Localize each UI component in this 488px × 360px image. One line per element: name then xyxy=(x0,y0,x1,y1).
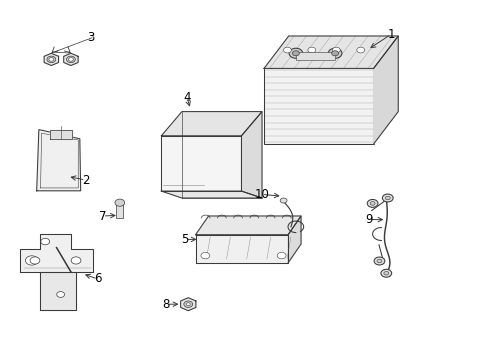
Circle shape xyxy=(49,58,54,61)
Circle shape xyxy=(332,47,340,53)
Polygon shape xyxy=(180,298,196,311)
Circle shape xyxy=(383,271,388,275)
Circle shape xyxy=(47,56,56,63)
Polygon shape xyxy=(63,53,78,66)
Circle shape xyxy=(356,47,364,53)
Polygon shape xyxy=(287,216,301,263)
Text: 9: 9 xyxy=(365,213,372,226)
Circle shape xyxy=(292,51,299,56)
Circle shape xyxy=(385,196,389,200)
Polygon shape xyxy=(161,112,262,136)
Polygon shape xyxy=(50,130,72,139)
Circle shape xyxy=(277,252,285,259)
Bar xyxy=(116,203,123,218)
Circle shape xyxy=(331,51,338,56)
Circle shape xyxy=(183,301,192,307)
Circle shape xyxy=(376,259,381,263)
Polygon shape xyxy=(44,53,59,66)
Text: 6: 6 xyxy=(94,273,102,285)
Circle shape xyxy=(280,198,286,203)
Circle shape xyxy=(25,256,38,265)
Polygon shape xyxy=(195,235,287,263)
Circle shape xyxy=(30,257,40,264)
Circle shape xyxy=(68,58,73,61)
Circle shape xyxy=(373,257,384,265)
Polygon shape xyxy=(161,191,262,198)
Circle shape xyxy=(366,199,377,207)
Circle shape xyxy=(327,48,341,58)
Polygon shape xyxy=(373,36,397,144)
Circle shape xyxy=(201,252,209,259)
Polygon shape xyxy=(40,272,76,310)
Circle shape xyxy=(71,257,81,264)
Circle shape xyxy=(283,47,291,53)
Text: 1: 1 xyxy=(386,28,394,41)
Polygon shape xyxy=(37,130,81,191)
Text: 2: 2 xyxy=(81,174,89,186)
Circle shape xyxy=(382,194,392,202)
Text: 7: 7 xyxy=(99,210,106,222)
Circle shape xyxy=(380,269,391,277)
Text: 8: 8 xyxy=(162,298,170,311)
Polygon shape xyxy=(264,36,397,68)
Circle shape xyxy=(41,238,50,245)
Polygon shape xyxy=(20,234,93,272)
Circle shape xyxy=(288,48,302,58)
Bar xyxy=(295,52,334,60)
Circle shape xyxy=(307,47,315,53)
Circle shape xyxy=(57,292,64,297)
Circle shape xyxy=(66,56,75,63)
Bar xyxy=(264,68,373,144)
Polygon shape xyxy=(195,216,301,235)
Text: 4: 4 xyxy=(183,91,190,104)
Circle shape xyxy=(115,199,124,206)
Text: 5: 5 xyxy=(181,233,188,246)
Circle shape xyxy=(186,303,190,306)
Text: 3: 3 xyxy=(86,31,94,44)
Polygon shape xyxy=(241,112,262,198)
Polygon shape xyxy=(161,136,241,191)
Circle shape xyxy=(369,202,374,205)
Text: 10: 10 xyxy=(254,188,268,201)
